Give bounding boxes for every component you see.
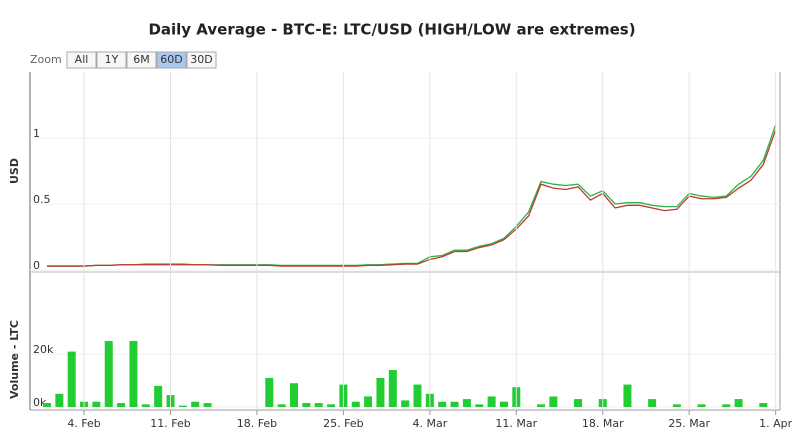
y-tick-label: 0 [33,259,40,272]
y-tick-label: 0k [33,396,47,409]
volume-bar [364,396,373,407]
y-axis-title: USD [8,158,21,184]
volume-bar [178,405,187,407]
chart-title: Daily Average - BTC-E: LTC/USD (HIGH/LOW… [148,21,635,39]
zoom-button-label[interactable]: 30D [190,53,212,66]
volume-bar [203,403,212,407]
volume-bar [55,393,64,407]
x-tick-label: 4. Mar [412,417,447,430]
zoom-button[interactable] [96,51,127,69]
volume-bar [290,383,298,407]
volume-bar [623,384,632,407]
zoom-label: Zoom [30,53,62,66]
volume-bar [648,399,657,407]
volume-bar [401,400,410,407]
zoom-button-label[interactable]: 6M [133,53,150,66]
volume-bar [438,401,447,407]
volume-bar [388,370,397,407]
volume-bar [154,385,163,407]
zoom-button[interactable] [156,51,187,69]
volume-bar [43,403,51,407]
volume-bar [376,377,385,407]
volume-bar [141,404,150,407]
x-tick-label: 1. Apr [759,417,792,430]
volume-bar [450,401,459,407]
x-tick-label: 11. Mar [495,417,537,430]
volume-bar [129,341,138,407]
y-tick-label: 0.5 [33,193,51,206]
volume-bar [191,401,200,407]
volume-bar [302,403,311,407]
volume-bar [314,403,323,407]
volume-bar [759,403,768,407]
volume-bar [734,399,743,407]
price-line [47,124,777,267]
volume-bar [265,377,274,407]
volume-bar [92,401,101,407]
volume-bar [574,399,583,407]
volume-bar [697,404,706,407]
y-axis-title: Volume - LTC [8,320,21,399]
x-tick-label: 4. Feb [67,417,100,430]
volume-bar [475,404,484,407]
volume-bar [487,396,496,407]
x-tick-label: 18. Feb [237,417,277,430]
volume-bar [462,399,471,407]
volume-bar [117,403,126,407]
price-line [47,129,777,267]
x-tick-label: 18. Mar [582,417,624,430]
volume-bar [327,404,336,407]
zoom-button[interactable] [66,51,97,69]
y-tick-label: 1 [33,127,40,140]
zoom-button-label[interactable]: 1Y [105,53,119,66]
x-tick-label: 25. Mar [668,417,710,430]
zoom-button-label[interactable]: 60D [160,53,182,66]
volume-bar [67,351,76,407]
x-tick-label: 25. Feb [323,417,363,430]
volume-bar [104,341,113,407]
x-tick-label: 11. Feb [150,417,190,430]
volume-bar [413,384,422,407]
volume-bar [277,404,286,407]
volume-bar [537,404,545,407]
y-tick-label: 20k [33,343,54,356]
volume-bar [351,401,360,407]
volume-bar [499,401,508,407]
volume-bar [722,404,731,407]
volume-bar [549,396,558,407]
zoom-button[interactable] [126,51,157,69]
volume-bar [672,404,681,407]
zoom-button[interactable] [186,51,217,69]
zoom-button-label[interactable]: All [75,53,89,66]
